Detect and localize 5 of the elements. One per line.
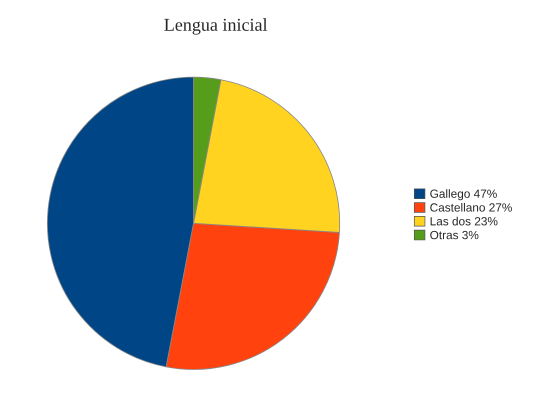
- legend-label: Castellano 27%: [430, 202, 512, 212]
- chart-title: Lengua inicial: [164, 18, 268, 35]
- legend-label: Las dos 23%: [430, 216, 498, 226]
- legend-label: Otras 3%: [430, 230, 478, 240]
- legend-label: Gallego 47%: [430, 189, 497, 200]
